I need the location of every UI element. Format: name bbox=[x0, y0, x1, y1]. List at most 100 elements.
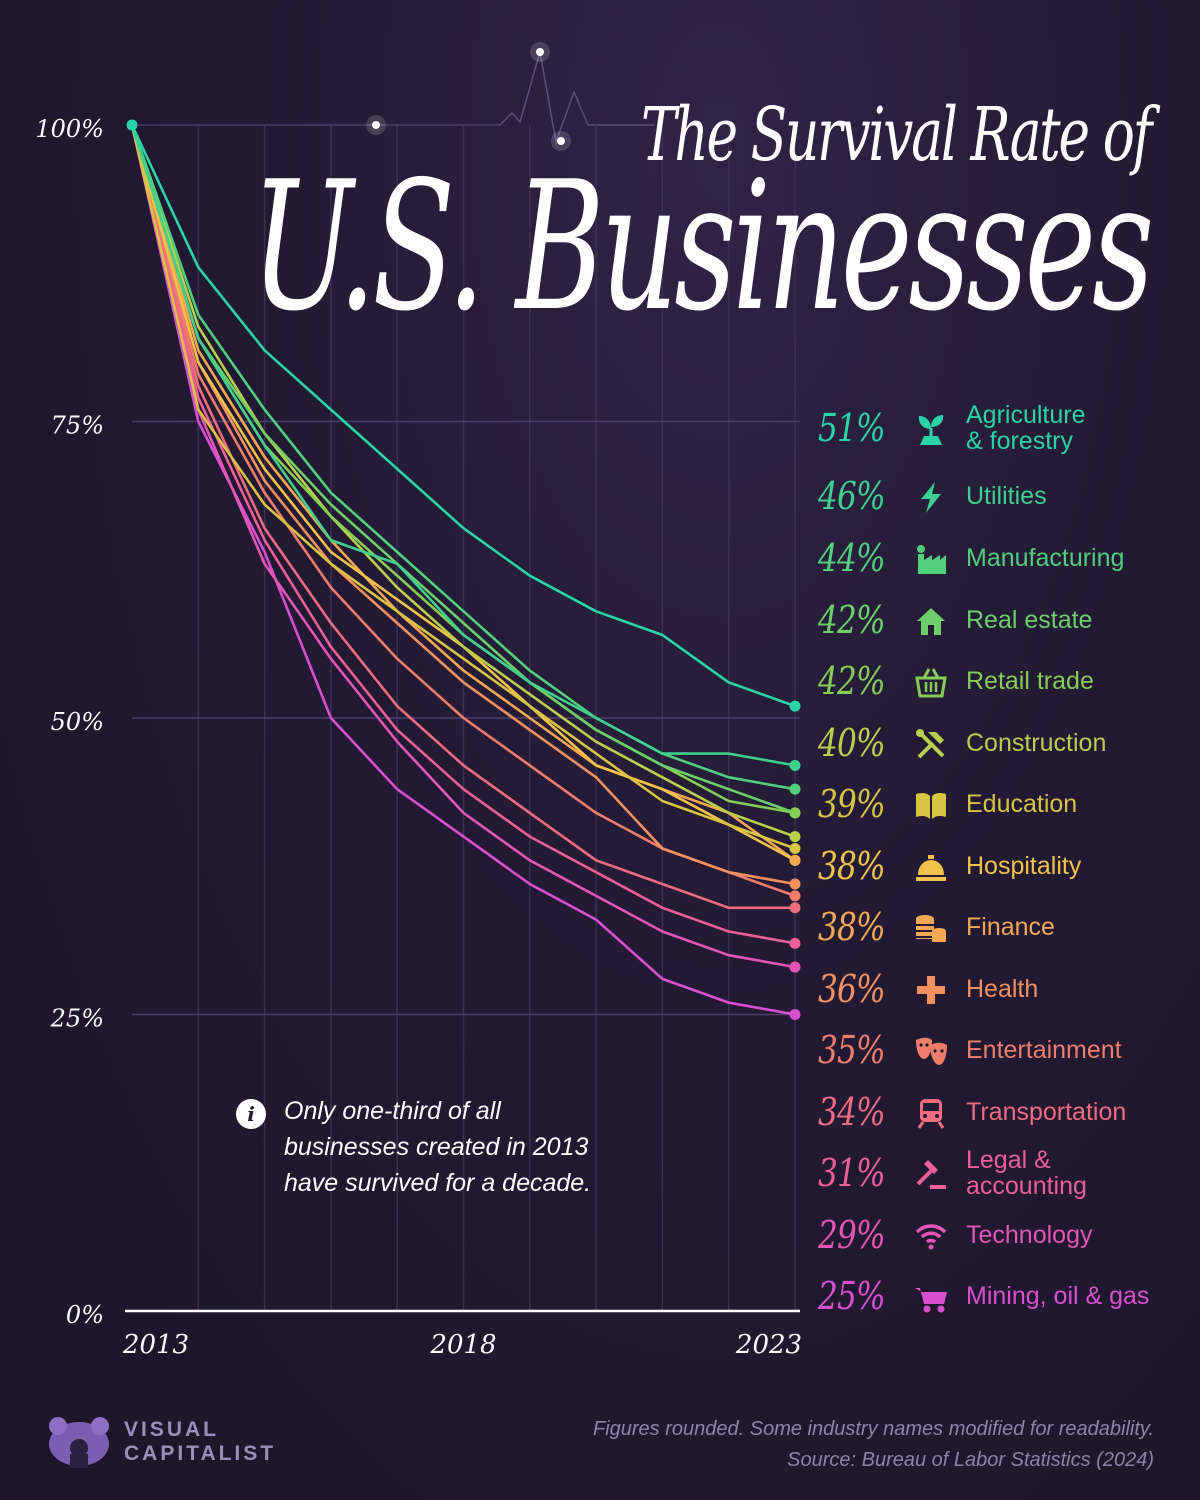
legend-percent: 40% bbox=[818, 721, 886, 765]
info-icon: i bbox=[236, 1099, 266, 1129]
legend-item: 42% Real estate bbox=[810, 592, 1190, 648]
brand-name: VISUAL CAPITALIST bbox=[124, 1418, 276, 1466]
y-tick-label: 50% bbox=[51, 708, 104, 736]
series-end-dot bbox=[789, 937, 801, 949]
series-end-dot bbox=[789, 854, 801, 866]
series-line bbox=[130, 124, 795, 910]
legend-item: 51% Agriculture & forestry bbox=[810, 400, 1190, 456]
source: Source: Bureau of Labor Statistics (2024… bbox=[787, 1449, 1154, 1471]
series-lines bbox=[130, 124, 796, 1016]
legend-item: 34% Transportation bbox=[810, 1084, 1190, 1140]
legend-item: 35% Entertainment bbox=[810, 1022, 1190, 1078]
legend-item: 29% Technology bbox=[810, 1207, 1190, 1263]
tools-icon bbox=[914, 727, 948, 761]
legend-label: Legal & accounting bbox=[966, 1146, 1087, 1200]
y-tick-label: 100% bbox=[35, 115, 104, 143]
legend-label: Manufacturing bbox=[966, 544, 1125, 572]
series-end-dot bbox=[789, 783, 801, 795]
theater-masks-icon bbox=[914, 1034, 948, 1068]
wifi-icon bbox=[914, 1219, 948, 1253]
series-line bbox=[130, 124, 796, 791]
legend-label: Construction bbox=[966, 729, 1107, 757]
legend-item: 42% Retail trade bbox=[810, 653, 1190, 709]
title-decoration bbox=[135, 42, 655, 151]
legend-item: 46% Utilities bbox=[810, 468, 1190, 524]
legend-label: Finance bbox=[966, 913, 1055, 941]
series-end-points bbox=[126, 119, 801, 1020]
series-line bbox=[130, 124, 796, 886]
series-start-dot bbox=[126, 119, 138, 131]
legend-label: Education bbox=[966, 790, 1078, 818]
coins-icon bbox=[914, 911, 948, 945]
gavel-icon bbox=[914, 1157, 948, 1191]
series-end-dot bbox=[789, 890, 801, 902]
legend-label: Real estate bbox=[966, 606, 1093, 634]
service-bell-icon bbox=[914, 850, 948, 884]
series-end-dot bbox=[789, 700, 801, 712]
info-note-text: Only one-third of all businesses created… bbox=[284, 1097, 592, 1197]
legend-percent: 29% bbox=[818, 1213, 886, 1257]
factory-icon bbox=[914, 542, 948, 576]
legend-label: Agriculture & forestry bbox=[966, 401, 1086, 455]
legend-item: 38% Hospitality bbox=[810, 838, 1190, 894]
wheelbarrow-icon bbox=[914, 1280, 948, 1314]
legend-percent: 25% bbox=[818, 1274, 886, 1318]
x-tick-label: 2018 bbox=[429, 1330, 496, 1360]
y-tick-label: 25% bbox=[50, 1005, 104, 1033]
series-line bbox=[130, 124, 796, 708]
series-end-dot bbox=[789, 807, 801, 819]
sprout-icon bbox=[914, 412, 948, 446]
legend-label: Transportation bbox=[966, 1098, 1127, 1126]
series-end-dot bbox=[789, 961, 801, 973]
series-end-dot bbox=[789, 759, 801, 771]
legend-label: Mining, oil & gas bbox=[966, 1282, 1150, 1310]
legend-label: Technology bbox=[966, 1221, 1093, 1249]
legend-item: 40% Construction bbox=[810, 715, 1190, 771]
legend-label: Utilities bbox=[966, 482, 1047, 510]
legend-percent: 46% bbox=[818, 474, 886, 518]
series-end-dot bbox=[789, 842, 801, 854]
series-line bbox=[130, 124, 796, 862]
y-tick-label: 75% bbox=[51, 412, 104, 440]
legend-percent: 42% bbox=[818, 659, 886, 703]
series-end-dot bbox=[789, 878, 801, 890]
legend-percent: 38% bbox=[818, 905, 886, 949]
basket-icon bbox=[914, 665, 948, 699]
series-line bbox=[130, 124, 796, 969]
legend-percent: 44% bbox=[818, 536, 886, 580]
visual-capitalist-logo-icon bbox=[49, 1417, 109, 1468]
chart-title-line-2: U.S. Businesses bbox=[250, 143, 1154, 350]
series-line bbox=[130, 124, 796, 838]
x-tick-label: 2023 bbox=[735, 1330, 802, 1360]
brand: VISUAL CAPITALIST bbox=[40, 1412, 300, 1472]
legend-percent: 31% bbox=[818, 1151, 886, 1195]
legend-percent: 39% bbox=[818, 782, 886, 826]
series-end-dot bbox=[789, 1009, 801, 1020]
y-tick-label: 0% bbox=[66, 1301, 104, 1329]
legend-item: 25% Mining, oil & gas bbox=[810, 1268, 1190, 1324]
series-line bbox=[130, 124, 796, 1016]
brand-line-1: VISUAL bbox=[124, 1418, 220, 1441]
legend-label: Entertainment bbox=[966, 1036, 1122, 1064]
lightning-icon bbox=[914, 480, 948, 514]
series-end-dot bbox=[789, 831, 801, 843]
series-line bbox=[130, 124, 796, 850]
legend-item: 44% Manufacturing bbox=[810, 530, 1190, 586]
legend-percent: 36% bbox=[818, 967, 886, 1011]
legend-item: 38% Finance bbox=[810, 899, 1190, 955]
legend-percent: 51% bbox=[818, 406, 886, 450]
legend-percent: 38% bbox=[818, 844, 886, 888]
cross-icon bbox=[914, 973, 948, 1007]
legend-label: Hospitality bbox=[966, 852, 1082, 880]
series-line bbox=[130, 124, 796, 815]
legend-percent: 42% bbox=[818, 598, 886, 642]
footer: Figures rounded. Some industry names mod… bbox=[593, 1414, 1154, 1476]
legend-item: 31% Legal & accounting bbox=[810, 1145, 1190, 1201]
legend-item: 39% Education bbox=[810, 776, 1190, 832]
axes: 0% 25% 50% 75% 100% 2013 2018 2023 bbox=[35, 115, 802, 1360]
book-icon bbox=[914, 788, 948, 822]
x-tick-label: 2013 bbox=[122, 1330, 189, 1360]
legend-item: 36% Health bbox=[810, 961, 1190, 1017]
brand-line-2: CAPITALIST bbox=[124, 1442, 277, 1465]
train-icon bbox=[914, 1096, 948, 1130]
